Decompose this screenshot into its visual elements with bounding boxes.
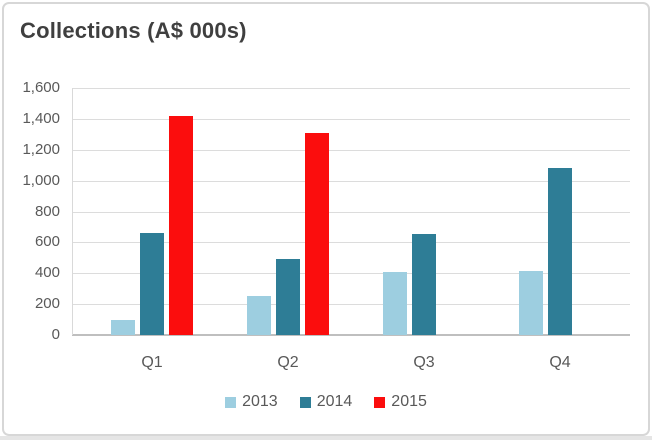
y-axis-tick-label: 400 bbox=[34, 264, 60, 281]
legend-swatch-2015 bbox=[374, 396, 386, 408]
bar-2015-q1 bbox=[169, 116, 193, 335]
x-axis-baseline bbox=[72, 334, 630, 336]
x-axis-label-q4: Q4 bbox=[549, 354, 571, 371]
legend-swatch-2014 bbox=[299, 396, 311, 408]
chart-title: Collections (A$ 000s) bbox=[20, 18, 247, 43]
x-axis-label-q3: Q3 bbox=[413, 354, 435, 371]
y-axis-tick-label: 800 bbox=[34, 203, 60, 220]
y-axis-tick-label: 1,600 bbox=[22, 79, 60, 96]
legend: 2013 2014 2015 bbox=[4, 393, 648, 411]
bar-2014-q2 bbox=[276, 259, 300, 335]
legend-label-2014: 2014 bbox=[316, 393, 353, 410]
background-strip bbox=[0, 436, 652, 440]
legend-item-2014: 2014 bbox=[299, 393, 353, 411]
y-gridline bbox=[72, 88, 630, 89]
y-gridline bbox=[72, 181, 630, 182]
y-gridline bbox=[72, 119, 630, 120]
y-axis-tick-label: 1,200 bbox=[22, 141, 60, 158]
bar-2014-q4 bbox=[548, 168, 572, 335]
y-axis-tick-label: 1,000 bbox=[22, 172, 60, 189]
bar-2014-q3 bbox=[412, 234, 436, 335]
bar-2013-q1 bbox=[111, 320, 135, 335]
y-gridline bbox=[72, 212, 630, 213]
bar-2014-q1 bbox=[140, 233, 164, 335]
y-axis-tick-label: 0 bbox=[51, 326, 60, 343]
y-gridline bbox=[72, 304, 630, 305]
y-gridline bbox=[72, 150, 630, 151]
y-axis-tick-label: 600 bbox=[34, 233, 60, 250]
bar-2013-q4 bbox=[519, 271, 543, 335]
legend-swatch-2013 bbox=[225, 396, 237, 408]
legend-item-2015: 2015 bbox=[374, 393, 427, 411]
bar-2013-q2 bbox=[247, 296, 271, 335]
legend-item-2013: 2013 bbox=[225, 393, 278, 411]
x-axis-label-q1: Q1 bbox=[141, 354, 163, 371]
y-axis-tick-label: 200 bbox=[34, 295, 60, 312]
y-axis-tick-label: 1,400 bbox=[22, 110, 60, 127]
y-gridline bbox=[72, 273, 630, 274]
legend-label-2015: 2015 bbox=[391, 393, 427, 410]
y-gridline bbox=[72, 242, 630, 243]
bar-2013-q3 bbox=[383, 272, 407, 335]
legend-label-2013: 2013 bbox=[242, 393, 278, 410]
bar-2015-q2 bbox=[305, 133, 329, 335]
y-axis-line bbox=[72, 88, 73, 335]
x-axis-label-q2: Q2 bbox=[277, 354, 299, 371]
